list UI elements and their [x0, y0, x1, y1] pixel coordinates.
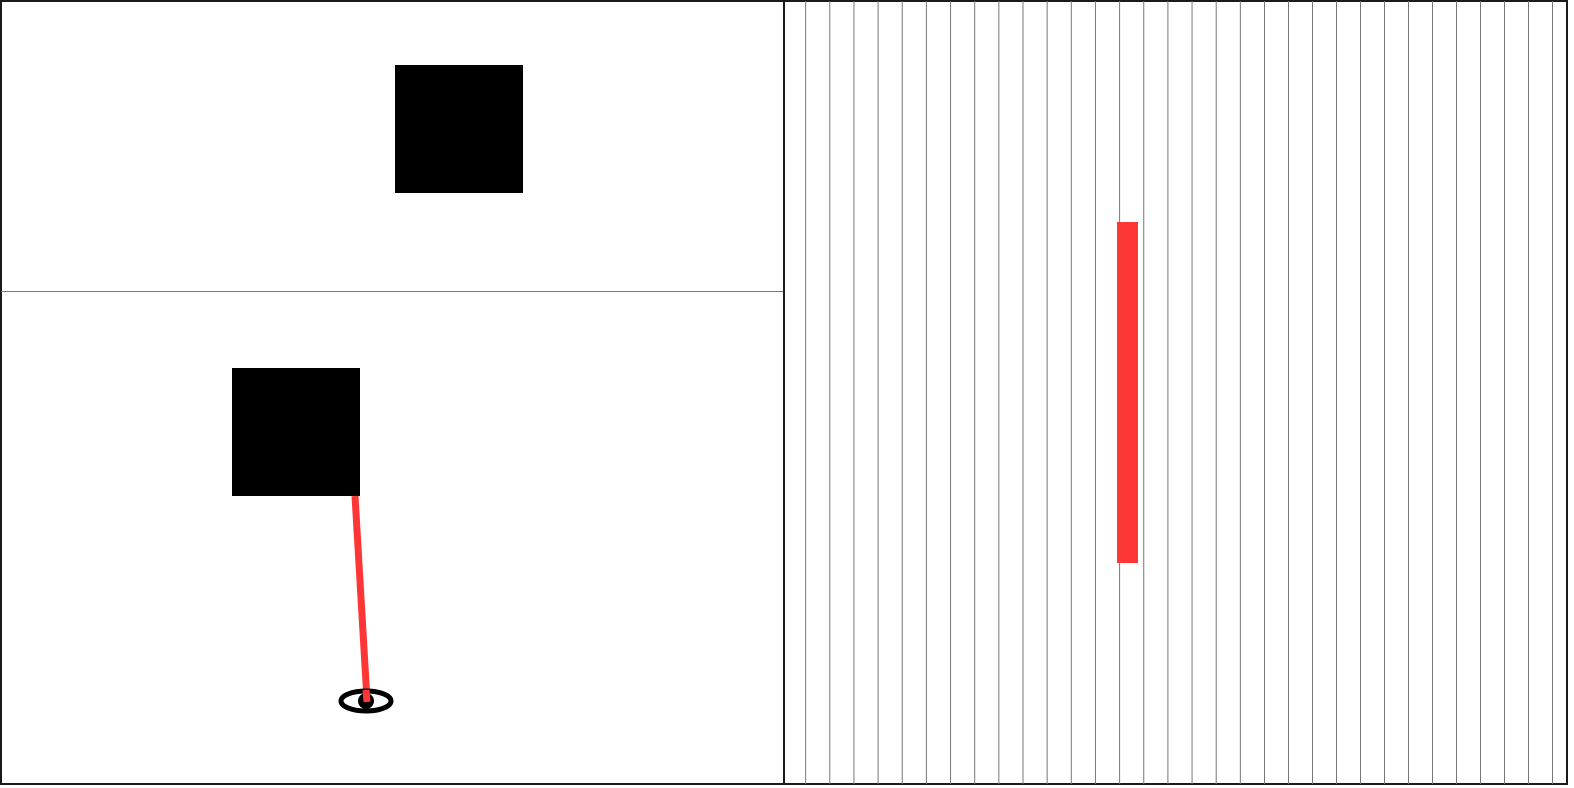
- wall-square-bottom: [232, 368, 360, 496]
- ray-line: [351, 495, 371, 701]
- projection-panel: [805, 1, 1553, 784]
- wall-square-top: [395, 65, 523, 193]
- projected-wall-column: [1117, 222, 1138, 563]
- bottom-view-panel: [232, 368, 394, 714]
- top-view-panel: [395, 65, 523, 193]
- eye-icon[interactable]: [338, 688, 394, 714]
